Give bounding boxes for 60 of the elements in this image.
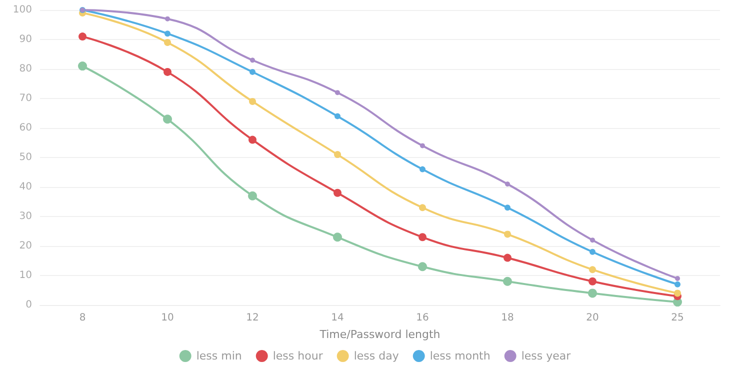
point — [504, 204, 510, 211]
x-tick-label: 8 — [79, 312, 86, 324]
point — [249, 98, 256, 105]
x-tick-label: 20 — [586, 312, 599, 324]
x-tick-label: 14 — [331, 312, 344, 324]
point — [420, 166, 426, 172]
point — [503, 276, 512, 286]
point — [164, 68, 172, 76]
point — [590, 248, 596, 255]
point — [164, 38, 171, 46]
y-tick-label: 100 — [12, 4, 32, 16]
y-tick-label: 70 — [19, 93, 32, 104]
point — [248, 136, 256, 144]
y-tick-label: 10 — [19, 270, 32, 281]
point — [504, 230, 511, 238]
point — [78, 32, 86, 41]
point — [505, 182, 510, 187]
y-tick-label: 80 — [19, 64, 32, 74]
legend-label: less hour — [272, 350, 324, 362]
point — [334, 113, 340, 120]
point — [674, 281, 680, 288]
point — [250, 68, 256, 75]
point — [504, 254, 512, 262]
point — [418, 262, 427, 272]
y-tick-label: 0 — [26, 300, 32, 310]
legend-label: less day — [354, 350, 400, 362]
legend-label: less month — [430, 350, 490, 362]
point — [334, 151, 341, 158]
point — [248, 191, 257, 200]
point — [334, 188, 342, 197]
x-tick-label: 10 — [161, 312, 174, 324]
x-tick-label: 16 — [416, 312, 429, 324]
x-tick-label: 25 — [671, 312, 684, 324]
point — [333, 232, 342, 242]
point — [250, 58, 255, 63]
x-axis-title: Time/Password length — [318, 328, 440, 341]
point — [419, 204, 426, 212]
point — [590, 238, 595, 243]
y-tick-label: 30 — [19, 211, 32, 222]
point — [78, 62, 87, 71]
point — [165, 16, 170, 22]
point — [164, 30, 170, 37]
point — [335, 90, 340, 96]
point — [674, 290, 681, 297]
point — [588, 277, 596, 286]
legend-label: less min — [196, 350, 242, 362]
point — [588, 288, 597, 298]
y-tick-label: 40 — [19, 182, 32, 192]
point — [675, 276, 680, 281]
point — [163, 114, 172, 124]
y-tick-label: 50 — [19, 152, 32, 163]
y-tick-label: 60 — [19, 122, 32, 134]
y-tick-label: 90 — [19, 34, 32, 45]
point — [420, 143, 425, 148]
legend-label: less year — [521, 350, 572, 362]
y-tick-label: 20 — [19, 240, 32, 252]
point — [589, 266, 596, 274]
x-tick-label: 18 — [501, 312, 514, 324]
point — [418, 233, 426, 242]
x-tick-label: 12 — [246, 312, 259, 324]
